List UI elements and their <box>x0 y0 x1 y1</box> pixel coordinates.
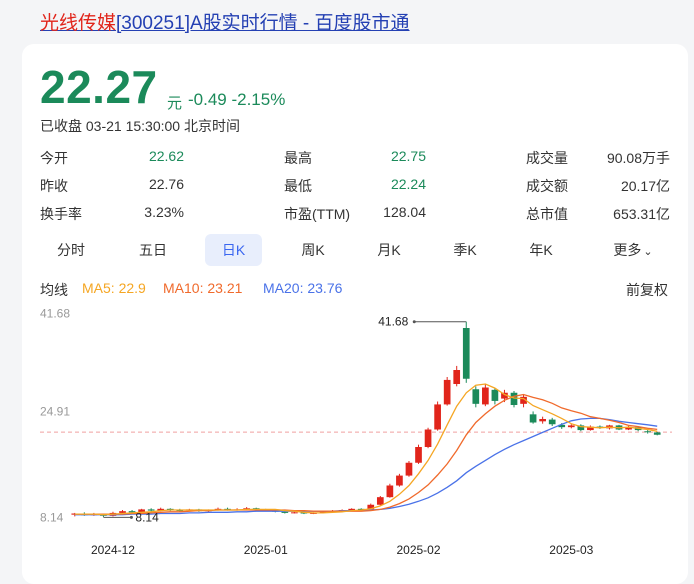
candlestick-chart[interactable]: 41.68 24.91 8.14 41.68 8.14 2024-12 2025-01 202… <box>22 300 688 574</box>
ma5-value: MA5: 22.9 <box>82 280 146 296</box>
candle-body <box>157 508 165 511</box>
candle-body <box>587 426 594 431</box>
candle-body <box>491 389 499 401</box>
candle-body <box>558 424 566 428</box>
candle-body <box>119 511 126 513</box>
x-axis-label: 2025-02 <box>396 543 440 557</box>
candle-body <box>357 508 365 510</box>
candle-body <box>529 414 537 423</box>
candle-body <box>434 404 441 430</box>
stat-label-high: 最高 <box>284 150 312 166</box>
stat-label-turnover-rate: 换手率 <box>40 206 82 222</box>
candle-body <box>424 429 432 447</box>
y-axis-label: 24.91 <box>40 405 70 419</box>
candle-body <box>539 419 546 422</box>
candle-body <box>405 462 413 476</box>
candle-body <box>510 392 518 405</box>
stat-label-volume: 成交量 <box>526 150 568 166</box>
tab-more-label: 更多 <box>613 242 642 258</box>
candle-body <box>138 509 145 513</box>
stat-value-pe: 128.04 <box>383 204 426 220</box>
candle-body <box>577 425 585 431</box>
stat-value-low: 22.24 <box>390 176 426 192</box>
tab-weekly-k[interactable]: 周K <box>301 242 325 258</box>
current-price: 22.27 <box>40 61 158 113</box>
candle-body <box>482 387 489 405</box>
candle-body <box>472 389 480 404</box>
y-axis-label: 41.68 <box>40 307 70 321</box>
stat-value-open: 22.62 <box>148 148 184 164</box>
stat-label-open: 今开 <box>40 150 68 166</box>
ma5-line <box>74 383 658 516</box>
candle-body <box>443 379 451 405</box>
candle-body <box>453 370 461 384</box>
candle-body <box>71 513 79 515</box>
ma20-value: MA20: 23.76 <box>263 280 343 296</box>
stat-label-low: 最低 <box>284 178 312 194</box>
stock-name[interactable]: 光线传媒 <box>40 13 117 34</box>
stat-value-high: 22.75 <box>390 148 426 164</box>
stat-label-pe: 市盈(TTM) <box>284 206 351 222</box>
x-axis-label: 2025-03 <box>549 543 593 557</box>
candle-body <box>128 511 136 513</box>
price-change: -0.49 -2.15% <box>188 90 286 109</box>
max-marker-dot <box>412 320 416 324</box>
tab-quarterly-k[interactable]: 季K <box>453 242 477 258</box>
chart-tabs: 分时 五日 日K 周K 月K 季K 年K 更多 ⌄ <box>22 234 688 270</box>
candle-body <box>386 485 394 498</box>
candle-body <box>520 396 527 404</box>
page-title-link[interactable]: 光线传媒[300251]A股实时行情 - 百度股市通 <box>40 8 410 35</box>
stat-label-market-cap: 总市值 <box>526 206 568 222</box>
candle-body <box>348 508 356 510</box>
max-marker-label: 41.68 <box>378 315 408 329</box>
ma10-value: MA10: 23.21 <box>163 280 243 296</box>
candle-body <box>462 328 470 379</box>
candle-body <box>291 512 298 514</box>
tab-yearly-k[interactable]: 年K <box>529 242 553 258</box>
stat-value-volume: 90.08万手 <box>606 150 670 166</box>
title-rest[interactable]: [300251]A股实时行情 - 百度股市通 <box>116 13 410 34</box>
candle-body <box>281 511 289 513</box>
candle-body <box>625 427 632 430</box>
candle-body <box>548 419 556 425</box>
stat-label-prev-close: 昨收 <box>40 178 68 194</box>
quote-card: 22.27 元 -0.49 -2.15% 已收盘 03-21 15:30:00 … <box>22 44 688 584</box>
x-axis-label: 2025-01 <box>244 543 288 557</box>
min-marker-dot <box>129 515 133 519</box>
candle-body <box>147 509 155 511</box>
stat-value-prev-close: 22.76 <box>148 176 184 192</box>
candle-body <box>644 431 652 433</box>
ma10-line <box>74 393 658 515</box>
tab-daily-k[interactable]: 日K <box>205 234 262 266</box>
x-axis-label: 2024-12 <box>91 543 135 557</box>
y-axis-label-min: 8.14 <box>40 510 64 524</box>
chevron-down-icon: ⌄ <box>643 246 653 258</box>
candle-body <box>376 497 384 505</box>
ma-title: 均线 <box>40 282 68 298</box>
tab-monthly-k[interactable]: 月K <box>377 242 401 258</box>
candle-body <box>567 425 575 428</box>
candle-body <box>415 447 422 463</box>
candle-body <box>653 432 661 435</box>
min-marker-label: 8.14 <box>135 510 159 524</box>
tab-five-day[interactable]: 五日 <box>139 242 167 258</box>
candle-body <box>396 475 403 486</box>
ma20-line <box>74 417 658 516</box>
candle-body <box>367 504 375 510</box>
adjust-toggle[interactable]: 前复权 <box>626 282 668 298</box>
market-status: 已收盘 03-21 15:30:00 北京时间 <box>40 118 240 134</box>
tab-more[interactable]: 更多 ⌄ <box>602 234 664 266</box>
stat-value-market-cap: 653.31亿 <box>613 206 670 222</box>
tab-intraday[interactable]: 分时 <box>57 242 85 258</box>
stat-value-turnover-rate: 3.23% <box>144 204 184 220</box>
stat-value-turnover: 20.17亿 <box>620 178 670 194</box>
candle-body <box>501 392 508 399</box>
price-unit: 元 <box>167 95 183 112</box>
stat-label-turnover: 成交额 <box>526 178 568 194</box>
